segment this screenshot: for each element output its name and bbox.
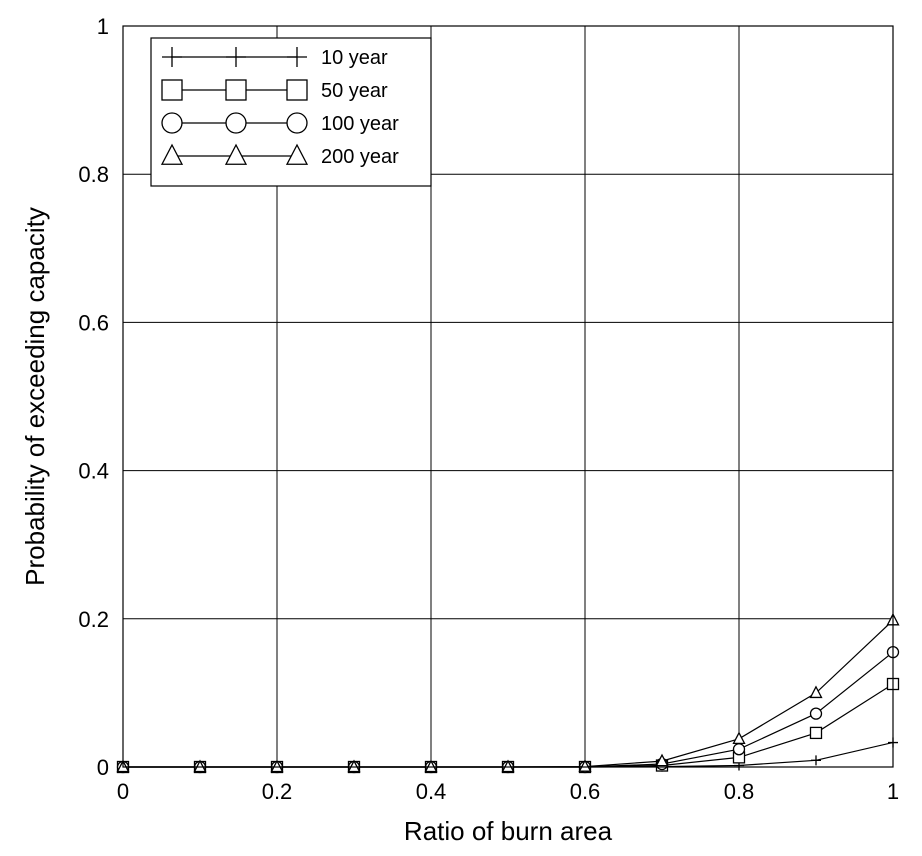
y-tick-label: 0.2 xyxy=(78,607,109,632)
data-point xyxy=(270,759,284,773)
data-point xyxy=(347,759,361,773)
legend-marker xyxy=(286,112,308,134)
x-tick-label: 1 xyxy=(887,779,899,804)
legend-marker xyxy=(224,143,248,165)
x-tick-label: 0 xyxy=(117,779,129,804)
x-tick-label: 0.6 xyxy=(570,779,601,804)
data-point xyxy=(811,755,821,766)
legend-label: 100 year xyxy=(321,113,399,135)
series-square xyxy=(116,677,900,774)
data-point xyxy=(193,759,207,773)
series-line xyxy=(123,651,894,768)
legend-marker xyxy=(285,143,309,165)
legend-marker xyxy=(287,47,307,67)
legend-marker xyxy=(225,112,247,134)
data-point xyxy=(809,707,823,720)
legend-item: 50 year xyxy=(161,79,388,102)
x-tick-label: 0.4 xyxy=(416,779,447,804)
legend: 10 year 50 year 100 year 200 year xyxy=(150,37,432,187)
x-axis-label: Ratio of burn area xyxy=(404,816,613,846)
legend-marker xyxy=(161,112,183,134)
data-point xyxy=(578,759,592,772)
legend-item: 200 year xyxy=(160,143,399,168)
x-tick-label: 0.8 xyxy=(724,779,755,804)
series-circle xyxy=(116,645,900,774)
legend-label: 10 year xyxy=(321,47,388,69)
data-point xyxy=(809,685,823,699)
plot-frame xyxy=(122,25,894,768)
series-layer xyxy=(116,612,900,774)
tick-labels: 0 0.2 0.4 0.6 0.8 1 0 0.2 0.4 0.6 0.8 1 xyxy=(78,14,899,804)
x-tick-label: 0.2 xyxy=(262,779,293,804)
y-tick-label: 0.6 xyxy=(78,310,109,335)
series-triangle xyxy=(116,612,900,773)
data-point xyxy=(424,759,438,773)
y-tick-label: 1 xyxy=(97,14,109,39)
legend-marker xyxy=(226,47,246,67)
y-tick-label: 0.4 xyxy=(78,459,109,484)
data-point xyxy=(732,743,746,756)
legend-label: 200 year xyxy=(321,146,399,168)
y-axis-label: Probability of exceeding capacity xyxy=(20,207,50,586)
y-tick-label: 0.8 xyxy=(78,162,109,187)
legend-marker xyxy=(161,79,183,101)
y-tick-label: 0 xyxy=(97,755,109,780)
legend-item: 10 year xyxy=(162,47,388,69)
data-point xyxy=(732,731,746,745)
legend-marker xyxy=(225,79,247,101)
legend-marker xyxy=(160,143,184,165)
data-point xyxy=(809,726,823,740)
data-point xyxy=(655,753,669,767)
legend-label: 50 year xyxy=(321,80,388,102)
legend-marker xyxy=(162,47,182,67)
data-point xyxy=(501,759,515,773)
series-line xyxy=(123,683,894,768)
legend-item: 100 year xyxy=(161,112,399,135)
legend-marker xyxy=(286,79,308,101)
